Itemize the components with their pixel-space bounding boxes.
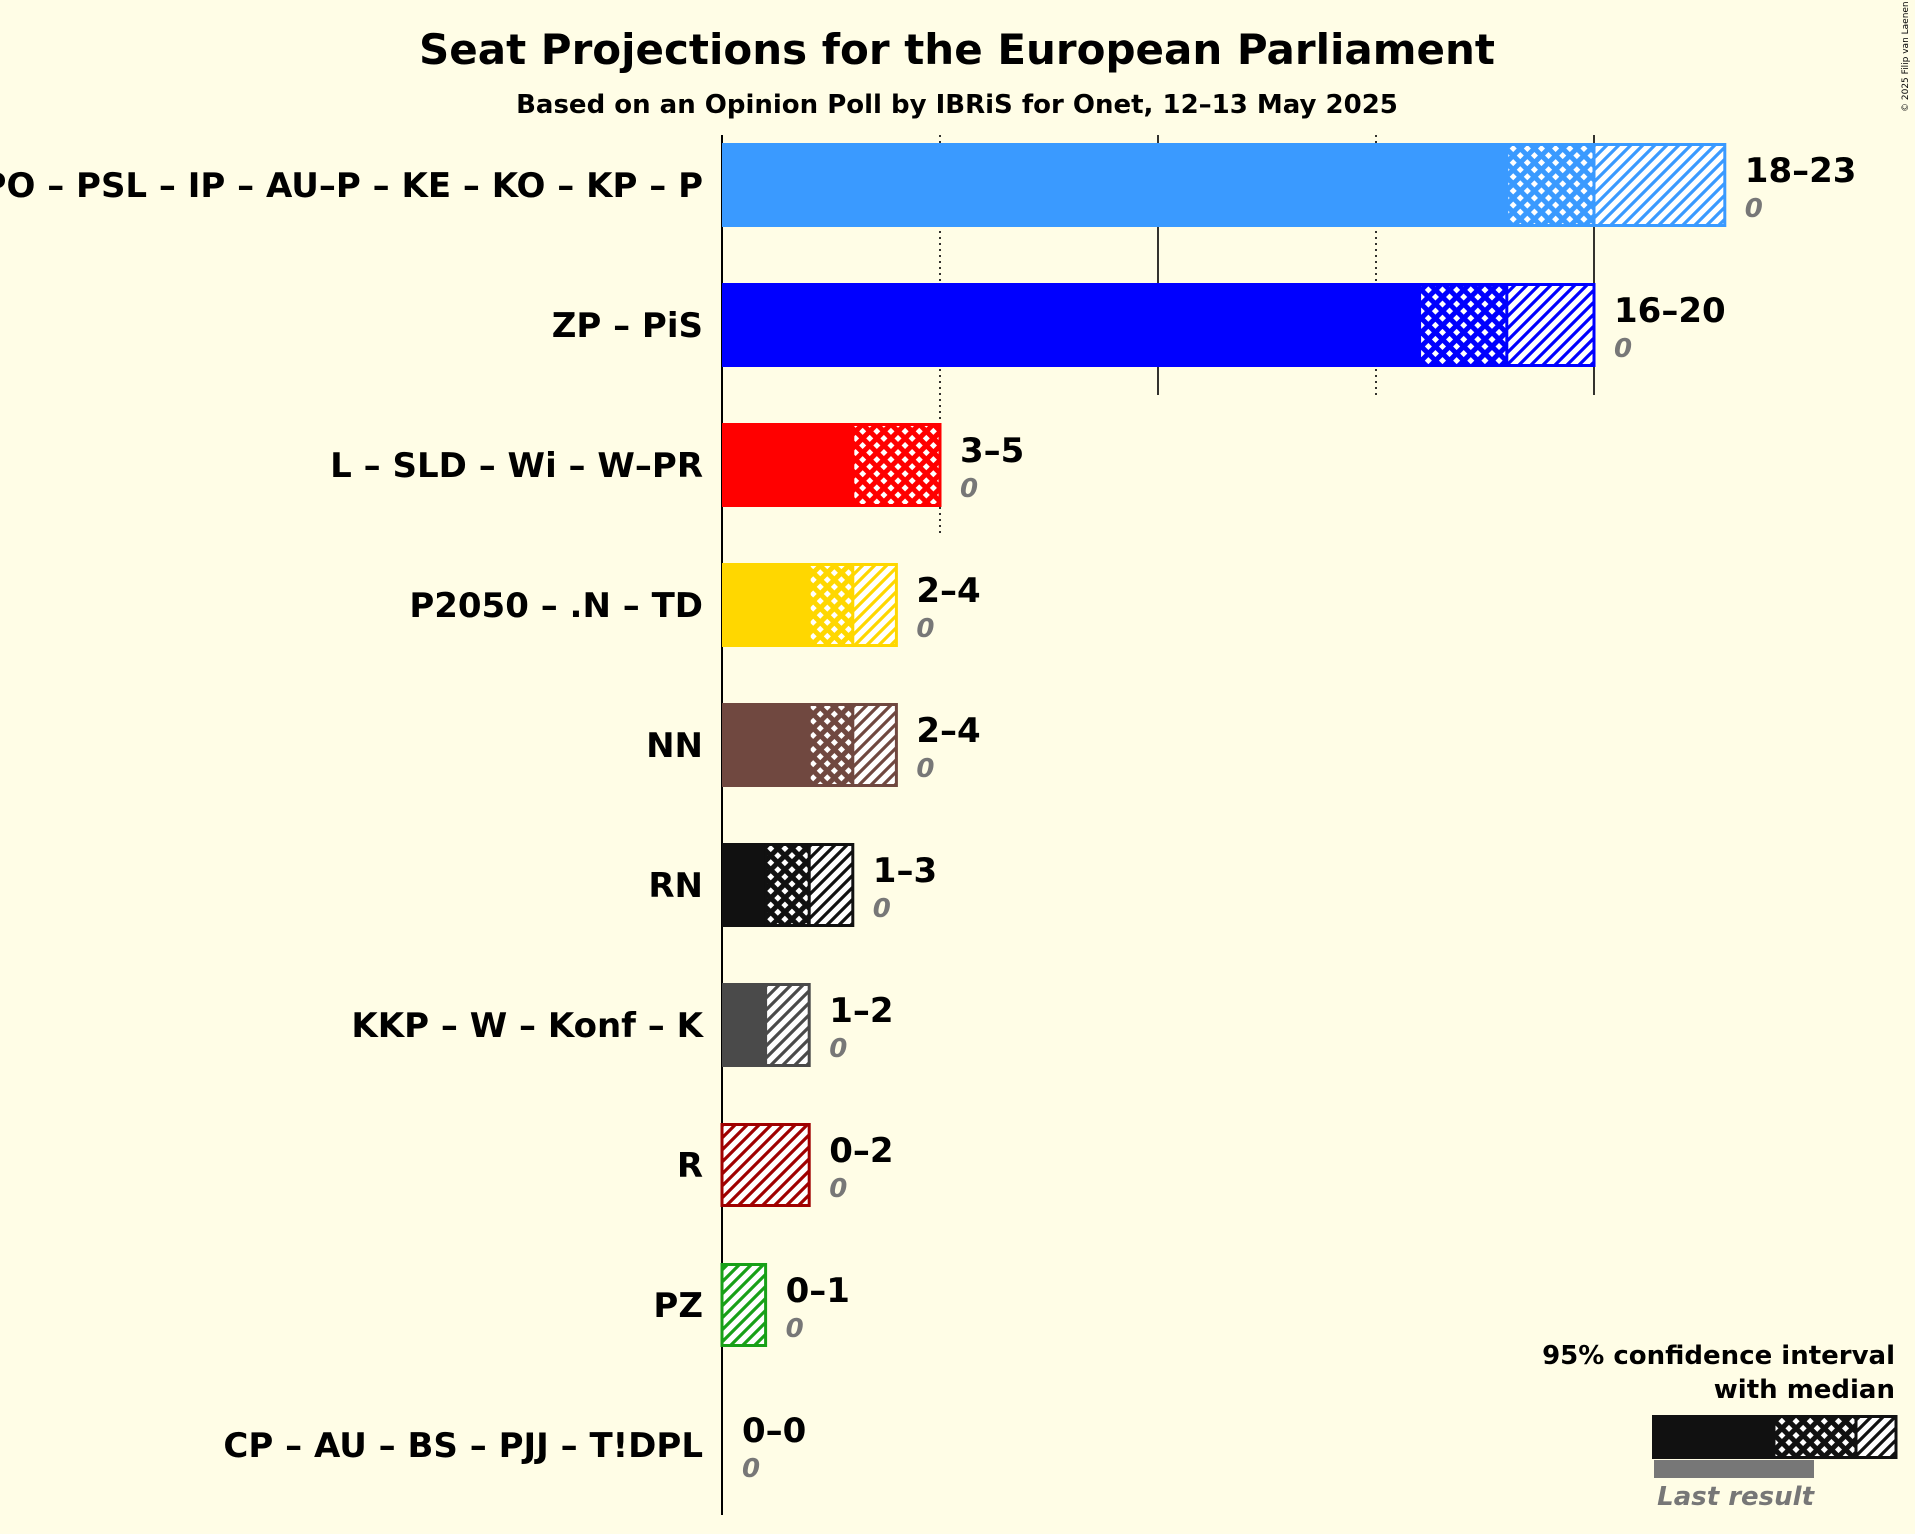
range-label: 0–1 <box>786 1271 850 1311</box>
range-label: 0–0 <box>742 1411 806 1451</box>
range-label: 18–23 <box>1745 151 1857 191</box>
last-result-label: 0 <box>742 1454 760 1484</box>
bar-ci-to-median <box>809 563 853 647</box>
copyright-notice: © 2025 Filip van Laenen <box>1901 1 1911 112</box>
bar-solid <box>722 703 810 787</box>
bar-ci-above-median <box>722 1123 810 1207</box>
bar-ci-to-median <box>1419 283 1507 367</box>
legend-last-result-bar <box>1654 1460 1814 1478</box>
bar-ci-outline <box>1505 143 1727 227</box>
range-label: 16–20 <box>1614 291 1726 331</box>
legend-last-result-label: Last result <box>1657 1482 1815 1512</box>
bar-ci-outline <box>851 423 942 507</box>
bar-solid <box>722 843 766 927</box>
legend-ci-outline <box>1772 1415 1898 1459</box>
party-row: RN 1–30 <box>648 843 937 927</box>
bar-ci-above-median <box>852 563 897 647</box>
legend-line-2: with median <box>1714 1375 1895 1405</box>
bar-ci-to-median <box>1506 143 1594 227</box>
party-label: ZP – PiS <box>552 306 703 346</box>
last-result-label: 0 <box>873 894 891 924</box>
party-label: L – SLD – Wi – W–PR <box>330 446 703 486</box>
party-row: R 0–20 <box>677 1123 894 1207</box>
bar-solid <box>722 423 853 507</box>
bar-solid <box>722 563 810 647</box>
party-label: R <box>677 1146 703 1186</box>
last-result-label: 0 <box>786 1314 804 1344</box>
party-label: PZ <box>653 1286 703 1326</box>
party-bars: PO – PSL – IP – AU–P – KE – KO – KP – P 1… <box>0 143 1856 1484</box>
bar-ci-above-median <box>722 1263 766 1347</box>
party-row: P2050 – .N – TD 2–40 <box>409 563 981 647</box>
range-label: 2–4 <box>916 571 980 611</box>
party-row: ZP – PiS 16–200 <box>552 283 1726 367</box>
bar-ci-above-median <box>852 703 897 787</box>
party-label: P2050 – .N – TD <box>409 586 703 626</box>
party-label: KKP – W – Konf – K <box>351 1006 704 1046</box>
legend-line-1: 95% confidence interval <box>1542 1341 1895 1371</box>
party-row: PO – PSL – IP – AU–P – KE – KO – KP – P 1… <box>0 143 1856 227</box>
last-result-label: 0 <box>1745 194 1763 224</box>
bar-ci-outline <box>720 1123 811 1207</box>
party-label: RN <box>648 866 703 906</box>
bar-ci-above-median <box>1594 143 1725 227</box>
chart-subtitle: Based on an Opinion Poll by IBRiS for On… <box>516 90 1398 120</box>
bar-ci-outline <box>764 983 811 1067</box>
party-row: L – SLD – Wi – W–PR 3–50 <box>330 423 1024 507</box>
range-label: 3–5 <box>960 431 1024 471</box>
range-label: 1–2 <box>829 991 893 1031</box>
legend-solid-sample <box>1652 1415 1774 1459</box>
last-result-label: 0 <box>829 1174 847 1204</box>
bar-ci-to-median <box>852 423 940 507</box>
legend-median-sample <box>1774 1415 1856 1459</box>
party-label: PO – PSL – IP – AU–P – KE – KO – KP – P <box>0 166 703 206</box>
bar-ci-outline <box>720 1263 768 1347</box>
chart-title: Seat Projections for the European Parlia… <box>419 25 1495 74</box>
bar-ci-above-median <box>765 983 810 1067</box>
party-row: PZ 0–10 <box>653 1263 850 1347</box>
party-label: NN <box>646 726 703 766</box>
range-label: 2–4 <box>916 711 980 751</box>
bar-ci-above-median <box>1506 283 1594 367</box>
party-label: CP – AU – BS – PJJ – T!DPL <box>223 1426 703 1466</box>
party-row: KKP – W – Konf – K 1–20 <box>351 983 894 1067</box>
party-row: NN 2–40 <box>646 703 981 787</box>
legend-hatch-sample <box>1856 1415 1896 1459</box>
bar-solid <box>722 283 1420 367</box>
bar-ci-above-median <box>809 843 853 927</box>
last-result-label: 0 <box>960 474 978 504</box>
last-result-label: 0 <box>916 754 934 784</box>
bar-ci-to-median <box>809 703 853 787</box>
bar-ci-to-median <box>765 843 810 927</box>
legend: 95% confidence interval with median Last… <box>1542 1341 1898 1512</box>
range-label: 1–3 <box>873 851 937 891</box>
party-row: CP – AU – BS – PJJ – T!DPL 0–00 <box>223 1411 806 1484</box>
last-result-label: 0 <box>1614 334 1632 364</box>
bar-solid <box>722 983 766 1067</box>
range-label: 0–2 <box>829 1131 893 1171</box>
last-result-label: 0 <box>916 614 934 644</box>
bar-solid <box>722 143 1507 227</box>
last-result-label: 0 <box>829 1034 847 1064</box>
